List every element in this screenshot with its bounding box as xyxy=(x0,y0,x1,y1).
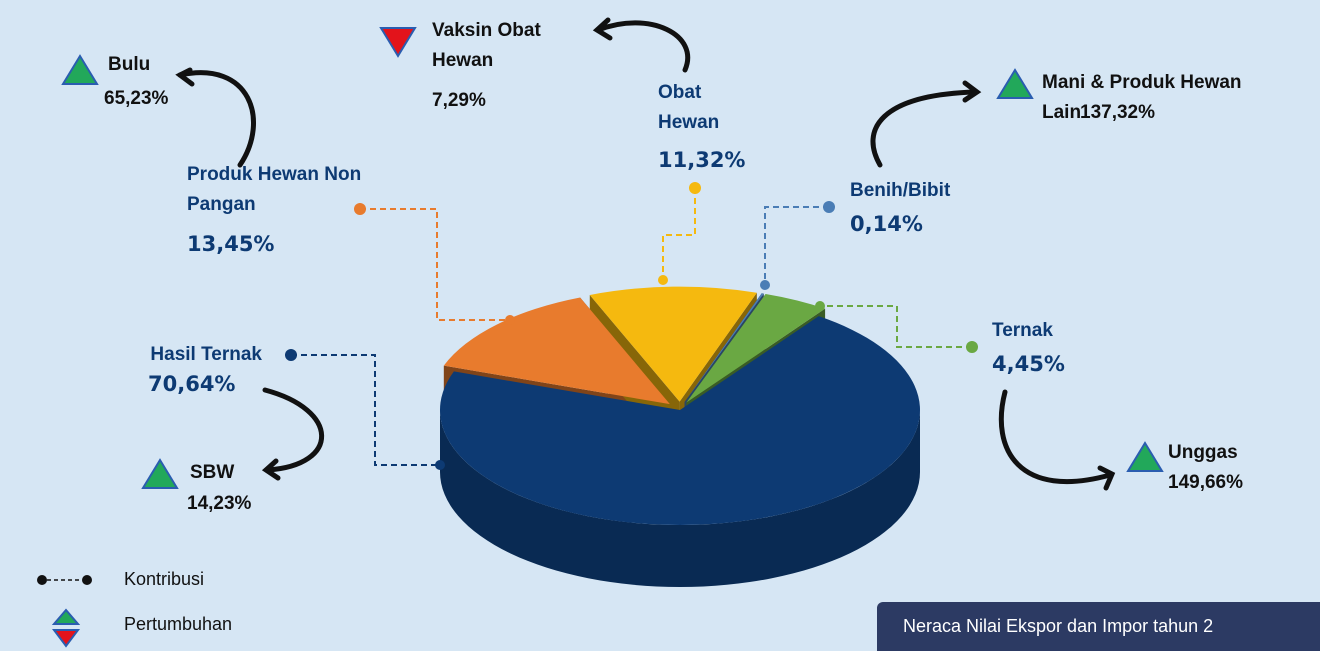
leader-end xyxy=(760,280,770,290)
growth-value: 137,32% xyxy=(1080,102,1155,124)
category-label: Benih/Bibit xyxy=(850,176,950,206)
growth-indicator xyxy=(63,56,97,84)
growth-value: 14,23% xyxy=(187,493,251,515)
leader-dot xyxy=(966,341,978,353)
growth-indicator xyxy=(143,460,177,488)
growth-indicator xyxy=(998,70,1032,98)
growth-label: Mani & Produk Hewan Lain xyxy=(1042,68,1282,128)
footer: Neraca Nilai Ekspor dan Impor tahun 2 xyxy=(877,602,1320,651)
growth-value: 65,23% xyxy=(104,88,168,110)
growth-indicator xyxy=(381,28,415,56)
arrow-head xyxy=(180,70,192,84)
category-label: Produk Hewan Non Pangan xyxy=(187,160,402,220)
value-label: 11,32% xyxy=(658,148,745,172)
category-label: Hasil Ternak xyxy=(150,340,262,370)
legend-dot xyxy=(82,575,92,585)
category-label: Ternak xyxy=(992,316,1053,346)
legend-label: Kontribusi xyxy=(124,569,204,590)
legend-up xyxy=(54,610,78,624)
leader-end xyxy=(435,460,445,470)
value-label: 0,14% xyxy=(850,212,923,236)
arrow xyxy=(873,92,975,165)
arrow xyxy=(180,73,254,165)
infographic: Kontribusi Pertumbuhan Neraca Nilai Eksp… xyxy=(0,0,1320,651)
leader-line xyxy=(360,209,510,320)
category-label: Obat Hewan xyxy=(658,78,748,138)
arrow xyxy=(265,390,322,470)
growth-label: Bulu xyxy=(108,50,150,80)
leader-dot xyxy=(285,349,297,361)
legend-dot xyxy=(37,575,47,585)
value-label: 70,64% xyxy=(148,372,235,396)
legend-icon xyxy=(37,575,92,646)
value-label: 4,45% xyxy=(992,352,1065,376)
growth-value: 7,29% xyxy=(432,90,486,112)
growth-indicator xyxy=(1128,443,1162,471)
leader-dot xyxy=(689,182,701,194)
leader-end xyxy=(658,275,668,285)
growth-label: SBW xyxy=(190,458,234,488)
leader-end xyxy=(815,301,825,311)
leader-line xyxy=(765,207,829,285)
value-label: 13,45% xyxy=(187,232,274,256)
leader-dot xyxy=(823,201,835,213)
leader-line xyxy=(291,355,440,465)
leader-line xyxy=(663,188,695,280)
legend-label: Pertumbuhan xyxy=(124,614,232,635)
growth-label: Vaksin Obat Hewan xyxy=(432,16,567,76)
arrow xyxy=(598,23,688,70)
leader-end xyxy=(505,315,515,325)
legend-down xyxy=(54,630,78,646)
growth-label: Unggas xyxy=(1168,438,1238,468)
growth-value: 149,66% xyxy=(1168,472,1243,494)
arrow xyxy=(1001,392,1110,482)
